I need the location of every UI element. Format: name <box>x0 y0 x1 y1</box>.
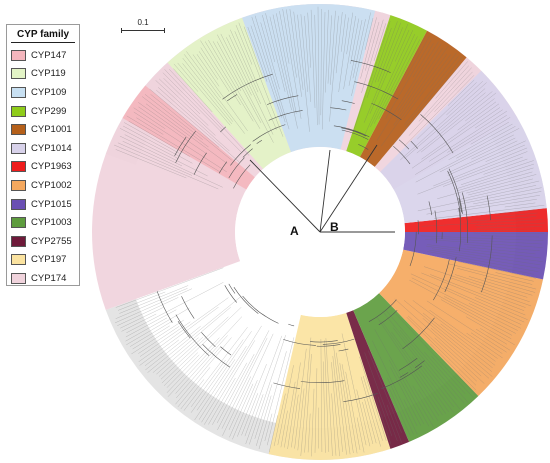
legend-item: CYP109 <box>7 83 79 102</box>
legend-label: CYP2755 <box>31 235 72 247</box>
legend-swatch <box>11 124 26 136</box>
legend-item: CYP119 <box>7 65 79 84</box>
legend-label: CYP119 <box>31 68 66 80</box>
legend-label: CYP1963 <box>31 161 72 173</box>
legend-item: CYP299 <box>7 102 79 121</box>
cyp2755-sector <box>346 310 410 449</box>
legend-swatch <box>11 272 26 284</box>
clade-label-b: B <box>330 220 339 234</box>
cyp109-sector <box>242 4 376 153</box>
cyp1014-sector <box>380 70 547 224</box>
clade-label-a: A <box>290 224 299 238</box>
root-branches <box>249 144 395 233</box>
scale-bar-line <box>121 28 165 33</box>
legend-label: CYP1002 <box>31 179 72 191</box>
legend-item: CYP197 <box>7 251 79 270</box>
legend-title: CYP family <box>11 25 75 43</box>
cyp197-sector <box>268 312 391 460</box>
legend-swatch <box>11 254 26 266</box>
leaf-branches <box>114 6 546 457</box>
legend-swatch <box>11 217 26 229</box>
legend-swatch <box>11 198 26 210</box>
legend-label: CYP147 <box>31 49 67 61</box>
cyp1015-sector <box>403 232 548 280</box>
legend-label: CYP1001 <box>31 124 72 136</box>
legend-swatch <box>11 68 26 80</box>
internal-branches <box>156 60 493 402</box>
legend-item: CYP1003 <box>7 213 79 232</box>
legend-item: CYP2755 <box>7 232 79 251</box>
legend: CYP family CYP147 CYP119 CYP109 CYP299 CYP10… <box>6 24 80 286</box>
tree-branches <box>114 6 546 457</box>
legend-label: CYP174 <box>31 272 67 284</box>
legend-swatch <box>11 142 26 154</box>
legend-item: CYP147 <box>7 46 79 65</box>
cyp119-sector <box>167 17 291 169</box>
legend-swatch <box>11 235 26 247</box>
legend-item: CYP1015 <box>7 195 79 214</box>
legend-swatch <box>11 49 26 61</box>
scale-bar-label: 0.1 <box>137 18 149 27</box>
scale-bar: 0.1 <box>121 18 165 33</box>
legend-label: CYP1014 <box>31 142 72 154</box>
legend-label: CYP1003 <box>31 217 72 229</box>
legend-label: CYP197 <box>31 254 67 266</box>
legend-label: CYP299 <box>31 105 67 117</box>
legend-item: CYP1963 <box>7 158 79 177</box>
legend-item: CYP1001 <box>7 120 79 139</box>
legend-swatch <box>11 105 26 117</box>
legend-item: CYP174 <box>7 269 79 288</box>
cyp1001-sector <box>359 30 467 167</box>
legend-label: CYP109 <box>31 86 67 98</box>
legend-swatch <box>11 179 26 191</box>
legend-item: CYP1002 <box>7 176 79 195</box>
legend-swatch <box>11 161 26 173</box>
legend-swatch <box>11 86 26 98</box>
legend-label: CYP1015 <box>31 198 72 210</box>
cyp147-sector <box>122 85 255 190</box>
legend-item: CYP1014 <box>7 139 79 158</box>
cyp1963-sector <box>404 208 548 232</box>
